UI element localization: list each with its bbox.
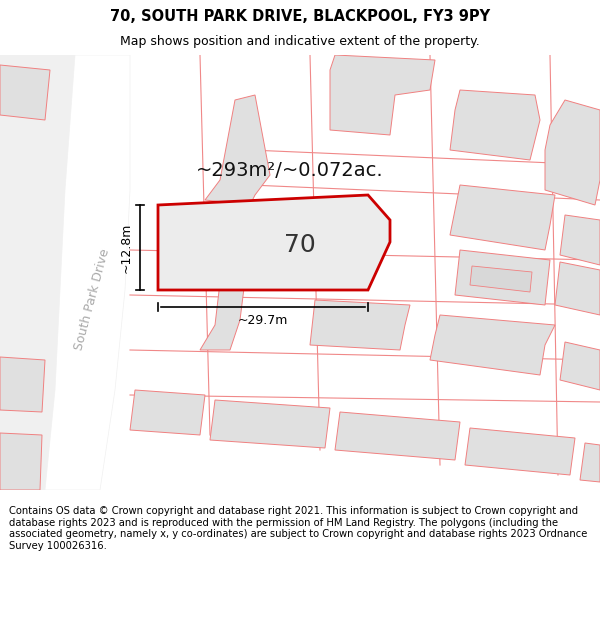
Polygon shape (465, 428, 575, 475)
Polygon shape (310, 300, 410, 350)
Polygon shape (560, 342, 600, 390)
Polygon shape (0, 65, 50, 120)
Polygon shape (210, 400, 330, 448)
Polygon shape (200, 230, 250, 350)
Polygon shape (455, 250, 550, 305)
Polygon shape (560, 215, 600, 265)
Polygon shape (130, 390, 205, 435)
Polygon shape (450, 185, 555, 250)
Polygon shape (470, 266, 532, 292)
Text: Map shows position and indicative extent of the property.: Map shows position and indicative extent… (120, 35, 480, 48)
Polygon shape (555, 262, 600, 315)
Polygon shape (45, 55, 130, 490)
Polygon shape (330, 55, 435, 135)
Text: Contains OS data © Crown copyright and database right 2021. This information is : Contains OS data © Crown copyright and d… (9, 506, 587, 551)
Polygon shape (0, 357, 45, 412)
Text: South Park Drive: South Park Drive (72, 248, 112, 352)
Polygon shape (450, 90, 540, 160)
Polygon shape (335, 412, 460, 460)
Polygon shape (0, 55, 75, 490)
Text: 70: 70 (284, 233, 316, 258)
Polygon shape (158, 195, 390, 290)
Polygon shape (0, 433, 42, 490)
Polygon shape (430, 315, 555, 375)
Text: ~293m²/~0.072ac.: ~293m²/~0.072ac. (196, 161, 384, 179)
Polygon shape (205, 95, 270, 205)
Text: 70, SOUTH PARK DRIVE, BLACKPOOL, FY3 9PY: 70, SOUTH PARK DRIVE, BLACKPOOL, FY3 9PY (110, 9, 490, 24)
Text: ~12.8m: ~12.8m (119, 222, 133, 272)
Polygon shape (580, 443, 600, 482)
Polygon shape (0, 55, 75, 490)
Text: ~29.7m: ~29.7m (238, 314, 288, 326)
Polygon shape (545, 100, 600, 205)
